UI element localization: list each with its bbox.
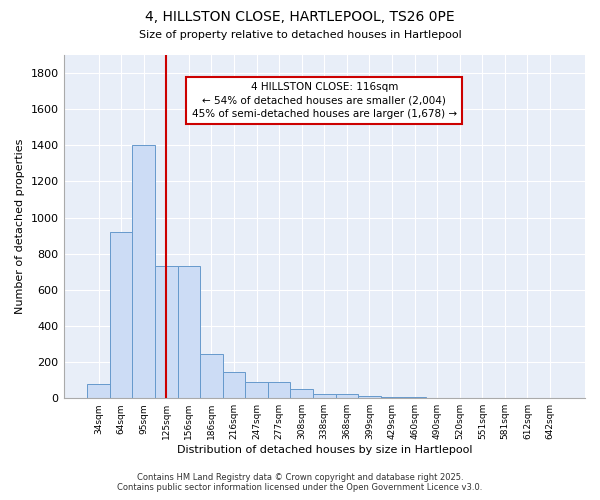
Bar bbox=[87, 384, 110, 398]
X-axis label: Distribution of detached houses by size in Hartlepool: Distribution of detached houses by size … bbox=[176, 445, 472, 455]
Bar bbox=[358, 396, 381, 398]
Bar bbox=[223, 372, 245, 398]
Bar bbox=[290, 389, 313, 398]
Text: Contains HM Land Registry data © Crown copyright and database right 2025.
Contai: Contains HM Land Registry data © Crown c… bbox=[118, 473, 482, 492]
Text: 4 HILLSTON CLOSE: 116sqm
← 54% of detached houses are smaller (2,004)
45% of sem: 4 HILLSTON CLOSE: 116sqm ← 54% of detach… bbox=[192, 82, 457, 119]
Bar bbox=[245, 382, 268, 398]
Bar bbox=[268, 382, 290, 398]
Y-axis label: Number of detached properties: Number of detached properties bbox=[15, 139, 25, 314]
Bar bbox=[335, 394, 358, 398]
Bar bbox=[200, 354, 223, 398]
Bar bbox=[178, 266, 200, 398]
Bar bbox=[133, 146, 155, 398]
Text: 4, HILLSTON CLOSE, HARTLEPOOL, TS26 0PE: 4, HILLSTON CLOSE, HARTLEPOOL, TS26 0PE bbox=[145, 10, 455, 24]
Bar bbox=[110, 232, 133, 398]
Bar bbox=[313, 394, 335, 398]
Text: Size of property relative to detached houses in Hartlepool: Size of property relative to detached ho… bbox=[139, 30, 461, 40]
Bar bbox=[155, 266, 178, 398]
